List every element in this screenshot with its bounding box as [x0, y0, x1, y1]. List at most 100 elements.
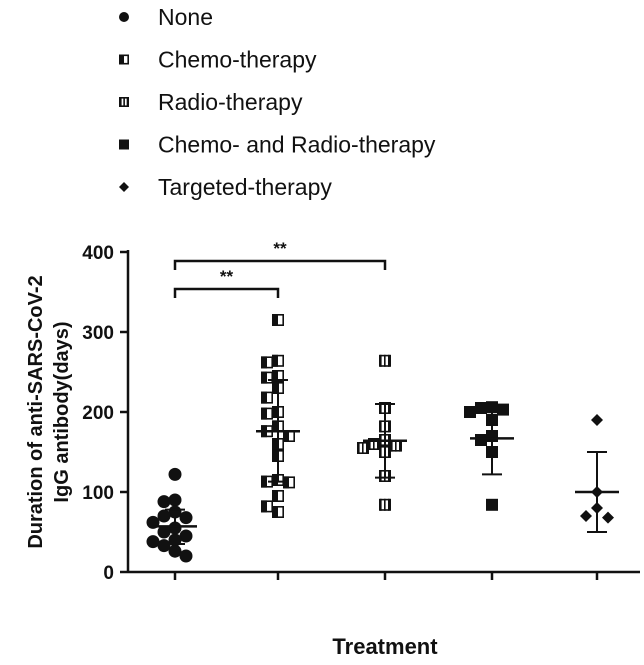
point-1-4-fill	[261, 371, 267, 384]
point-3-3	[464, 406, 476, 418]
point-2-0	[378, 354, 391, 367]
y-tick-label-0: 0	[103, 563, 114, 584]
point-4-3	[580, 510, 592, 522]
point-0-14-shape	[179, 549, 193, 563]
point-1-8-fill	[261, 407, 267, 420]
point-1-6-fill	[261, 391, 267, 404]
point-0-8-shape	[157, 525, 171, 539]
legend-label-4: Targeted-therapy	[158, 174, 332, 200]
point-3-3-shape	[464, 406, 476, 418]
x-axis-title: Treatment	[332, 634, 438, 659]
point-0-0-shape	[168, 467, 182, 481]
point-0-1-shape	[168, 493, 182, 507]
legend-marker-3	[119, 139, 129, 150]
legend-marker-1-fill	[119, 54, 124, 65]
point-2-8-stripe	[380, 470, 382, 482]
point-0-4-shape	[157, 509, 171, 523]
legend-marker-4-shape	[119, 182, 129, 192]
point-2-5-stripe	[395, 439, 397, 452]
point-1-19-fill	[272, 506, 278, 518]
point-3-6-shape	[475, 434, 487, 446]
significance-label-0: **	[220, 267, 234, 286]
point-2-4-stripe	[377, 438, 379, 450]
point-1-0	[271, 313, 284, 326]
point-1-8	[260, 407, 273, 420]
point-2-8-stripe	[388, 470, 390, 482]
legend-marker-2-stripe	[120, 97, 122, 107]
point-1-17	[271, 489, 284, 502]
y-tick-label-3: 300	[82, 323, 114, 344]
y-tick-label-1: 100	[82, 483, 114, 504]
point-1-12-fill	[272, 438, 278, 450]
point-1-9-fill	[272, 420, 278, 433]
legend-marker-3-shape	[119, 139, 129, 150]
point-2-9	[378, 498, 391, 511]
significance-bracket-0	[173, 287, 280, 298]
point-0-9-shape	[179, 529, 193, 543]
point-1-1-fill	[272, 354, 278, 367]
point-4-0-shape	[591, 414, 603, 426]
point-1-7-fill	[272, 406, 278, 418]
significance-bracket-1	[173, 259, 387, 270]
point-3-8	[486, 498, 498, 511]
point-2-4-stripe	[369, 438, 371, 450]
point-2-6-stripe	[358, 442, 360, 454]
point-2-9-stripe	[388, 498, 390, 511]
point-1-1	[271, 354, 284, 367]
point-3-1	[475, 402, 487, 414]
point-2-0-stripe	[384, 354, 386, 367]
legend-marker-2-stripe	[126, 97, 129, 107]
point-2-9-stripe	[384, 498, 386, 511]
legend-marker-0-shape	[119, 12, 129, 22]
point-2-7-stripe	[388, 446, 390, 458]
point-2-6-stripe	[362, 442, 364, 454]
point-1-3-fill	[272, 370, 278, 382]
point-2-5-stripe	[399, 439, 401, 452]
point-1-2-fill	[261, 356, 267, 369]
point-2-1-stripe	[388, 402, 390, 414]
point-0-12-shape	[157, 539, 171, 553]
y-tick-label-2: 200	[82, 403, 114, 424]
point-0-11-shape	[146, 535, 160, 549]
y-axis-title-line2: IgG antibody(days)	[51, 321, 73, 502]
legend-label-0: None	[158, 4, 213, 30]
point-1-19	[271, 505, 284, 518]
point-2-2-stripe	[380, 420, 382, 433]
point-0-12	[157, 539, 171, 553]
legend-label-3: Chemo- and Radio-therapy	[158, 132, 436, 158]
point-0-1	[168, 493, 182, 507]
point-4-0	[591, 414, 603, 426]
legend-label-2: Radio-therapy	[158, 89, 303, 115]
point-3-6	[475, 434, 487, 446]
legend-marker-2-stripe	[123, 97, 125, 107]
point-1-11-fill	[283, 430, 289, 442]
point-4-4-shape	[602, 511, 614, 524]
point-1-13-fill	[272, 450, 278, 462]
point-3-2	[497, 403, 509, 416]
point-0-14	[179, 549, 193, 563]
point-0-13	[168, 544, 182, 558]
legend: None Chemo-therapy Radio-therapy Chemo- and…	[119, 4, 436, 200]
point-1-4	[260, 371, 273, 384]
point-1-5-fill	[272, 382, 278, 394]
point-0-11	[146, 535, 160, 549]
point-2-6-stripe	[366, 442, 368, 454]
point-2-7-stripe	[380, 446, 382, 458]
point-1-2	[260, 356, 273, 369]
point-0-4	[157, 509, 171, 523]
point-2-2-stripe	[388, 420, 390, 433]
y-axis-title-line1: Duration of anti-SARS-CoV-2	[25, 275, 47, 548]
point-2-5-stripe	[391, 439, 393, 452]
point-2-4-stripe	[373, 438, 375, 450]
point-0-2	[157, 495, 171, 509]
significance-label-1: **	[273, 239, 287, 258]
point-0-8	[157, 525, 171, 539]
point-1-6	[260, 391, 273, 404]
point-2-1-stripe	[380, 402, 382, 414]
point-1-18-fill	[261, 500, 267, 513]
point-0-5-shape	[179, 511, 193, 525]
legend-marker-1	[119, 54, 130, 65]
point-3-1-shape	[475, 402, 487, 414]
point-1-17-fill	[272, 490, 278, 502]
